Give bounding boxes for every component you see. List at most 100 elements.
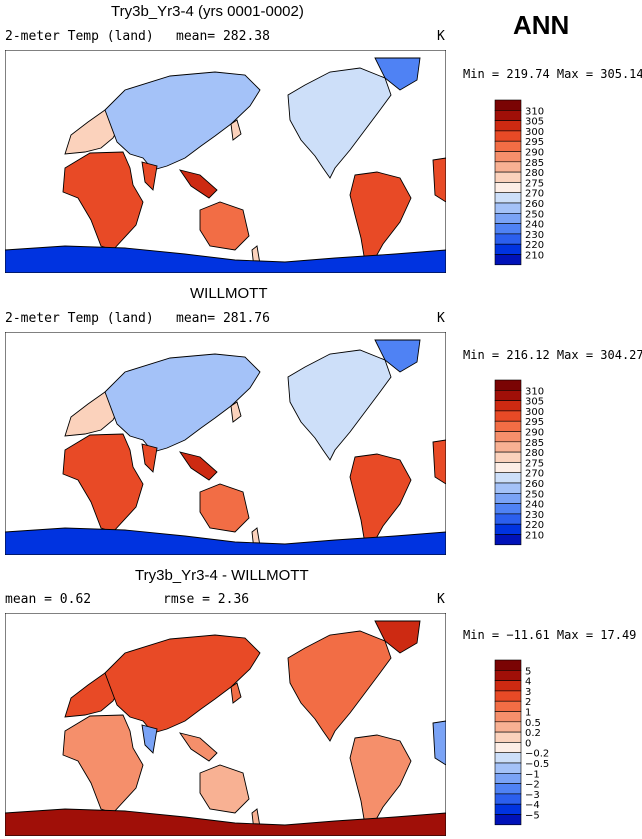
panel-3-land-namerica xyxy=(287,630,392,742)
panel-3-land-japan xyxy=(230,682,242,704)
panel-2-colorbar-box xyxy=(494,659,522,671)
panel-1-colorbar-box xyxy=(494,513,522,525)
panel-1-land-india xyxy=(141,161,158,191)
panel-0-colorbar-tick-label: 310 xyxy=(525,106,544,117)
panel-2-colorbar-tick-label: −0.5 xyxy=(525,759,549,770)
panel-0-colorbar-box xyxy=(494,110,522,121)
panel-2-colorbar-box xyxy=(494,731,522,743)
panel-0-colorbar-box xyxy=(494,130,522,142)
panel-1-colorbar-box xyxy=(494,523,522,535)
panel-0-colorbar-box xyxy=(494,99,522,111)
panel-2-colorbar-box xyxy=(494,711,522,723)
panel-0-colorbar-box xyxy=(494,171,522,183)
panel-0-colorbar-tick-label: 240 xyxy=(525,220,544,231)
panel-1-colorbar-tick-label: 230 xyxy=(525,510,544,521)
panel-2-colorbar-box xyxy=(494,742,522,754)
panel-1-colorbar-tick-label: 270 xyxy=(525,469,544,480)
panel-1-colorbar-tick-label: 220 xyxy=(525,520,544,531)
panel-0-colorbar-tick-label: 270 xyxy=(525,189,544,200)
panel-1-colorbar-tick-label: 240 xyxy=(525,500,544,511)
panel-1-colorbar-box xyxy=(494,379,522,391)
panel-3-land-samerica xyxy=(349,734,412,826)
panel-0-colorbar-tick-label: 220 xyxy=(525,240,544,251)
panel-0-colorbar-tick-label: 275 xyxy=(525,178,544,189)
panel-1-units: K xyxy=(437,29,445,44)
panel-2-colorbar-box xyxy=(494,670,522,681)
panel-0-colorbar-box xyxy=(494,151,522,163)
panel-1-colorbar: 3103053002952902852802752702602502402302… xyxy=(494,99,544,266)
panel-2-colorbar-box xyxy=(494,793,522,805)
panel-3-title: Try3b_Yr3-4 - WILLMOTT xyxy=(135,567,309,584)
panel-2-colorbar: 3103053002952902852802752702602502402302… xyxy=(494,379,544,546)
panel-1-colorbar-tick-label: 280 xyxy=(525,448,544,459)
panel-1-land-safrica_east xyxy=(432,157,446,203)
panel-2-colorbar-tick-label: −0.2 xyxy=(525,749,549,760)
panel-1-colorbar-box xyxy=(494,534,522,546)
panel-2-colorbar-box xyxy=(494,762,522,774)
panel-0-colorbar-box xyxy=(494,254,522,266)
panel-0-colorbar-tick-label: 210 xyxy=(525,251,544,262)
panel-3-land-greenland xyxy=(374,620,421,654)
season-label: ANN xyxy=(513,10,570,40)
panel-1-mean: mean= 282.38 xyxy=(176,29,270,44)
panel-0-colorbar-box xyxy=(494,202,522,214)
panel-1-colorbar-tick-label: 295 xyxy=(525,417,544,428)
panel-2-colorbar-box xyxy=(494,700,522,712)
panel-2-colorbar-box xyxy=(494,690,522,702)
panel-3-minmax: Min = −11.61 Max = 17.49 xyxy=(463,628,637,642)
panel-3-mean: mean = 0.62 xyxy=(5,592,92,607)
panel-3-land-africa xyxy=(62,714,144,814)
panel-1-colorbar-box xyxy=(494,400,522,412)
panel-2-colorbar-tick-label: 5 xyxy=(525,666,531,677)
panel-0-colorbar-box xyxy=(494,233,522,245)
panel-0-colorbar-box xyxy=(494,213,522,224)
panel-3-land-asia xyxy=(104,634,261,734)
panel-2-colorbar-tick-label: 4 xyxy=(525,677,531,688)
panel-3-land-antarctica xyxy=(5,808,446,836)
panel-2-land-seasia xyxy=(178,451,218,481)
panel-1-colorbar-tick-label: 290 xyxy=(525,428,544,439)
panel-2-title: WILLMOTT xyxy=(190,285,268,302)
panel-1-title: Try3b_Yr3-4 (yrs 0001-0002) xyxy=(111,3,304,20)
panel-2-land-safrica_east xyxy=(432,439,446,485)
panel-1-colorbar-tick-label: 310 xyxy=(525,386,544,397)
panel-0-colorbar-box xyxy=(494,140,522,152)
panel-2-colorbar-box xyxy=(494,721,522,733)
panel-1-colorbar-box xyxy=(494,472,522,484)
panel-1-land-seasia xyxy=(178,169,218,199)
panel-1-colorbar-box xyxy=(494,462,522,474)
panel-0-colorbar-tick-label: 230 xyxy=(525,230,544,241)
panel-0-colorbar-tick-label: 295 xyxy=(525,137,544,148)
panel-2-units: K xyxy=(437,311,445,326)
panel-1-land-asia xyxy=(104,71,261,171)
panel-0-colorbar-tick-label: 290 xyxy=(525,148,544,159)
panel-2-colorbar-tick-label: −5 xyxy=(525,811,540,822)
panel-2-land-india xyxy=(141,443,158,473)
panel-0-colorbar-box xyxy=(494,192,522,204)
panel-1-colorbar-box xyxy=(494,493,522,504)
panel-0-colorbar-tick-label: 250 xyxy=(525,209,544,220)
panel-0-colorbar-tick-label: 260 xyxy=(525,199,544,210)
panel-1-colorbar-box xyxy=(494,503,522,515)
panel-1-colorbar-box xyxy=(494,431,522,443)
panel-2-colorbar-tick-label: 1 xyxy=(525,708,531,719)
panel-2-colorbar-box xyxy=(494,773,522,784)
panel-1-land-namerica xyxy=(287,67,392,179)
panel-0-colorbar-box xyxy=(494,243,522,255)
panel-2-land-japan xyxy=(230,401,242,423)
panel-1-colorbar-box xyxy=(494,390,522,401)
panel-2-colorbar-tick-label: 0.5 xyxy=(525,718,541,729)
panel-1-variable-label: 2-meter Temp (land) xyxy=(5,29,154,44)
panel-0-colorbar-box xyxy=(494,120,522,132)
panel-1-colorbar-tick-label: 300 xyxy=(525,407,544,418)
panel-1-colorbar-box xyxy=(494,410,522,422)
panel-2-colorbar-tick-label: −2 xyxy=(525,780,540,791)
panel-1-land-africa xyxy=(62,151,144,251)
panel-2-colorbar-tick-label: 2 xyxy=(525,697,531,708)
panel-1-colorbar-tick-label: 305 xyxy=(525,397,544,408)
panel-2-colorbar-box xyxy=(494,803,522,815)
panel-2-colorbar-tick-label: 3 xyxy=(525,687,531,698)
panel-1-colorbar-tick-label: 275 xyxy=(525,458,544,469)
panel-2-land-asia xyxy=(104,353,261,453)
panel-0-colorbar-box xyxy=(494,161,522,173)
